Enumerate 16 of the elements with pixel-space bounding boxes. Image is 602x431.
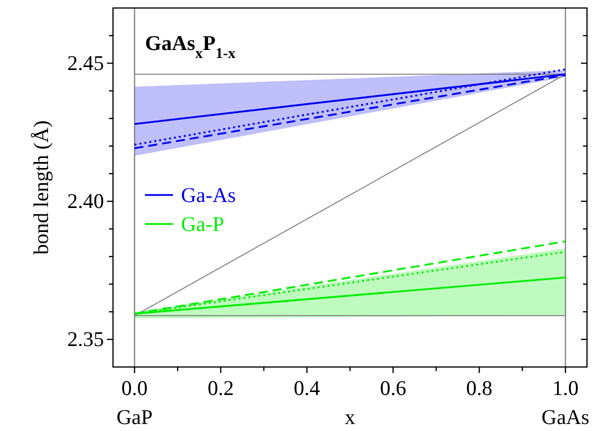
y-axis-title: bond length (Å) (29, 120, 53, 255)
text: GaAs$_{x}$P$_{1-x}$ (145, 31, 236, 62)
y-tick-label: 2.45 (67, 50, 104, 75)
x-tick-label: 0.4 (294, 376, 321, 400)
x-tick-label: 0.8 (466, 376, 492, 400)
y-tick-label: 2.40 (67, 189, 104, 214)
x-axis-title: x (344, 405, 356, 429)
text: GaP (116, 405, 153, 429)
y-tick-label: 2.35 (67, 327, 104, 352)
legend-label: Ga-P (181, 212, 224, 236)
text: GaAs (542, 405, 590, 429)
x-tick-label: 0.6 (380, 376, 406, 400)
x-tick-label: 0.2 (208, 376, 234, 400)
x-tick-label: 1.0 (552, 376, 579, 400)
legend-label: Ga-As (181, 183, 236, 207)
x-tick-label: 0.0 (121, 376, 148, 400)
